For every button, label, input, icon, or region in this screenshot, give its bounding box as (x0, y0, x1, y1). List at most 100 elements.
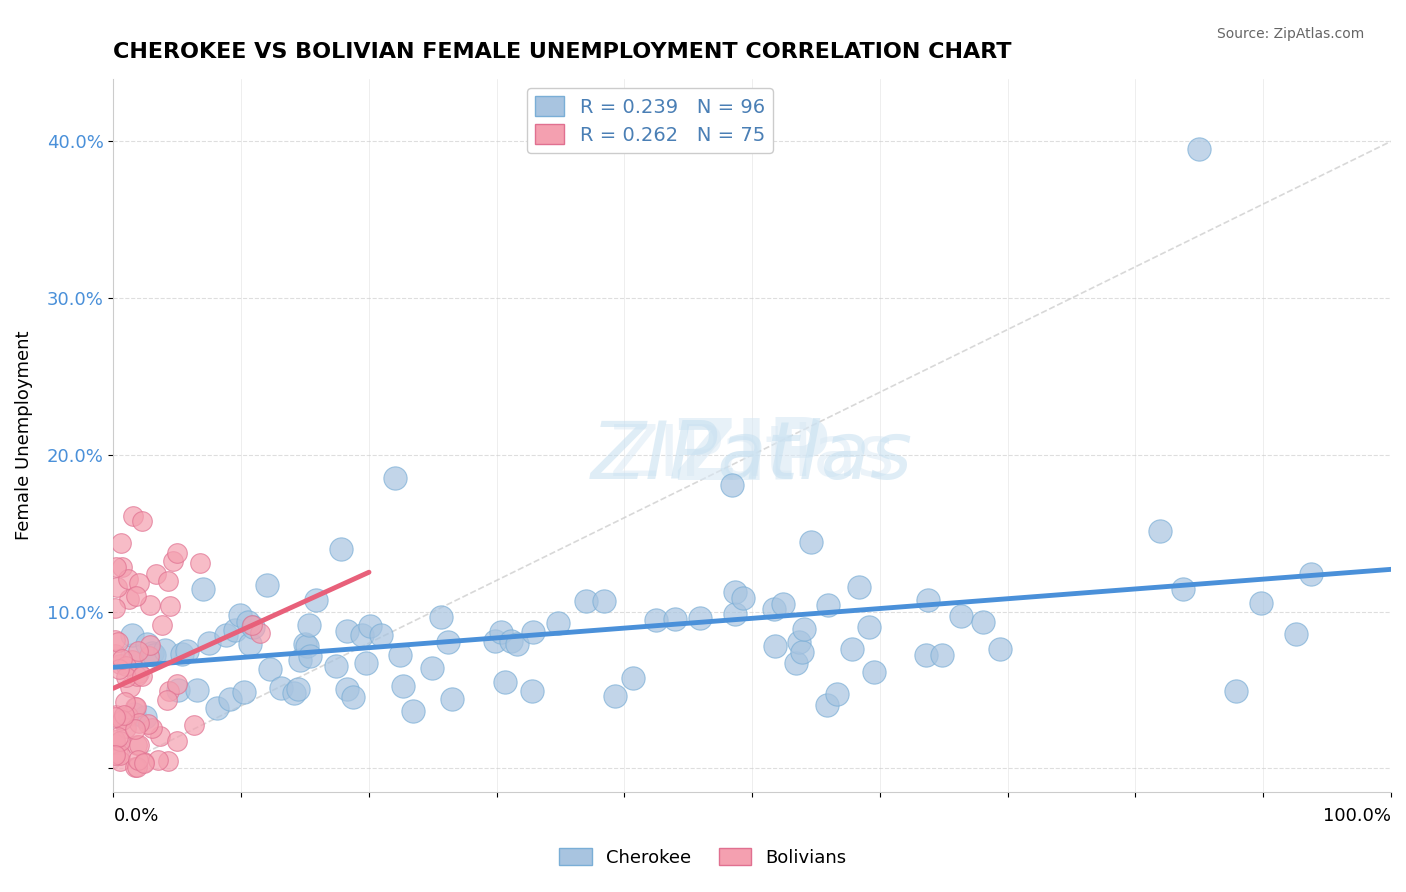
Point (122, 508, 145, 523)
Point (342, 690, 364, 704)
Point (329, 541, 352, 556)
Point (127, 753, 149, 767)
Point (858, 620, 880, 634)
Point (1225, 683, 1247, 698)
Point (1285, 627, 1308, 641)
Text: Source: ZipAtlas.com: Source: ZipAtlas.com (1216, 27, 1364, 41)
Point (111, 560, 134, 574)
Point (124, 722, 146, 736)
Point (724, 607, 747, 621)
Point (664, 612, 686, 626)
Point (359, 619, 381, 633)
Point (1171, 582, 1194, 597)
Point (270, 681, 292, 695)
Point (325, 659, 347, 673)
Point (124, 760, 146, 774)
Text: ZIP: ZIP (673, 415, 831, 499)
Point (176, 644, 198, 658)
Point (384, 471, 406, 485)
Point (145, 566, 167, 581)
Point (848, 580, 870, 594)
Point (522, 624, 544, 639)
Point (121, 628, 143, 642)
Point (336, 681, 359, 696)
Point (122, 707, 145, 722)
Point (931, 648, 953, 662)
Point (815, 698, 838, 712)
Point (104, 710, 127, 724)
Point (494, 675, 516, 690)
Point (128, 666, 150, 681)
Point (198, 636, 221, 650)
Point (1250, 596, 1272, 610)
Point (484, 634, 506, 648)
Point (166, 677, 188, 691)
Point (141, 646, 163, 660)
Point (229, 607, 252, 622)
Point (153, 643, 176, 657)
Point (107, 747, 129, 762)
Point (111, 652, 134, 666)
Point (108, 662, 131, 676)
Point (862, 665, 884, 679)
Point (242, 620, 264, 634)
Point (108, 748, 131, 763)
Point (335, 624, 357, 638)
Point (800, 534, 823, 549)
Point (298, 649, 321, 664)
Point (166, 546, 188, 560)
Point (112, 708, 135, 723)
Point (259, 661, 281, 675)
Point (112, 710, 135, 724)
Point (159, 599, 181, 613)
Point (141, 721, 163, 735)
Point (290, 653, 312, 667)
Point (110, 713, 132, 727)
Point (117, 572, 139, 586)
Point (108, 754, 131, 768)
Legend: R = 0.239   N = 96, R = 0.262   N = 75: R = 0.239 N = 96, R = 0.262 N = 75 (527, 88, 773, 153)
Point (138, 648, 160, 663)
Point (132, 756, 155, 770)
Point (949, 609, 972, 624)
Point (841, 641, 863, 656)
Point (191, 582, 214, 596)
Point (915, 648, 938, 662)
Point (148, 754, 170, 768)
Point (441, 691, 464, 706)
Point (917, 593, 939, 607)
Point (605, 689, 627, 703)
Point (114, 721, 136, 735)
Point (125, 669, 148, 683)
Point (294, 637, 316, 651)
Point (354, 656, 377, 670)
Point (115, 670, 138, 684)
Point (972, 615, 994, 629)
Point (149, 729, 172, 743)
Point (724, 584, 747, 599)
Point (787, 635, 810, 649)
Point (134, 710, 156, 724)
Point (547, 615, 569, 630)
Point (156, 574, 179, 589)
Point (162, 554, 184, 568)
Point (762, 601, 785, 615)
Point (104, 733, 127, 747)
Y-axis label: Female Unemployment: Female Unemployment (15, 331, 32, 540)
Point (104, 632, 127, 647)
Point (107, 635, 129, 649)
Point (575, 594, 598, 608)
Point (170, 647, 193, 661)
Point (793, 623, 815, 637)
Point (772, 597, 794, 611)
Point (104, 737, 127, 751)
Point (127, 644, 149, 658)
Point (139, 598, 162, 612)
Point (430, 610, 453, 624)
Point (136, 637, 159, 651)
Point (352, 628, 374, 642)
Point (249, 626, 271, 640)
Point (236, 615, 259, 630)
Point (128, 716, 150, 731)
Point (233, 685, 256, 699)
